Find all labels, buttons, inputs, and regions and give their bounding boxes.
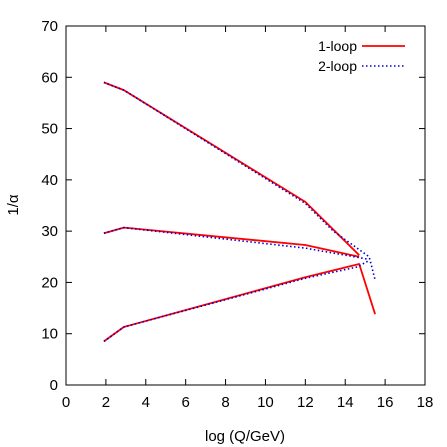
x-tick-label-4: 8 [221,394,229,411]
x-tick-label-6: 12 [297,394,314,411]
y-tick-label-7: 70 [41,18,58,35]
plot-frame [65,25,426,386]
ticks: 0 2 4 6 8 10 12 14 16 18 0 10 20 30 40 50 60 70 [41,18,433,411]
x-tick-label-7: 14 [337,394,354,411]
x-tick-label-0: 0 [62,394,70,411]
series-2-loop-curve-0 [103,81,376,281]
x-tick-label-5: 10 [257,394,274,411]
x-tick-label-1: 2 [102,394,110,411]
y-tick-label-3: 30 [41,223,58,240]
legend-entry-2-loop: 2-loop [318,58,357,74]
y-axis-label: 1/α [5,194,22,216]
curves [103,81,376,343]
x-axis-label: log (Q/GeV) [205,428,285,445]
series-1-loop-curve-1 [103,226,360,258]
y-tick-label-4: 40 [41,172,58,189]
x-tick-label-8: 16 [377,394,394,411]
y-tick-label-1: 10 [41,326,58,343]
x-tick-label-3: 6 [181,394,189,411]
x-tick-label-9: 18 [417,394,434,411]
series-1-loop-curve-0 [103,81,360,256]
x-tick-label-2: 4 [142,394,150,411]
series-1-loop-curve-2 [103,263,376,343]
y-tick-label-2: 20 [41,274,58,291]
series-2-loop-curve-1 [103,226,370,261]
y-tick-label-5: 50 [41,121,58,138]
series-2-loop-curve-2 [103,259,370,343]
legend: 1-loop 2-loop [318,38,405,74]
y-tick-label-0: 0 [50,377,58,394]
legend-entry-1-loop: 1-loop [318,38,357,54]
y-tick-label-6: 60 [41,69,58,86]
